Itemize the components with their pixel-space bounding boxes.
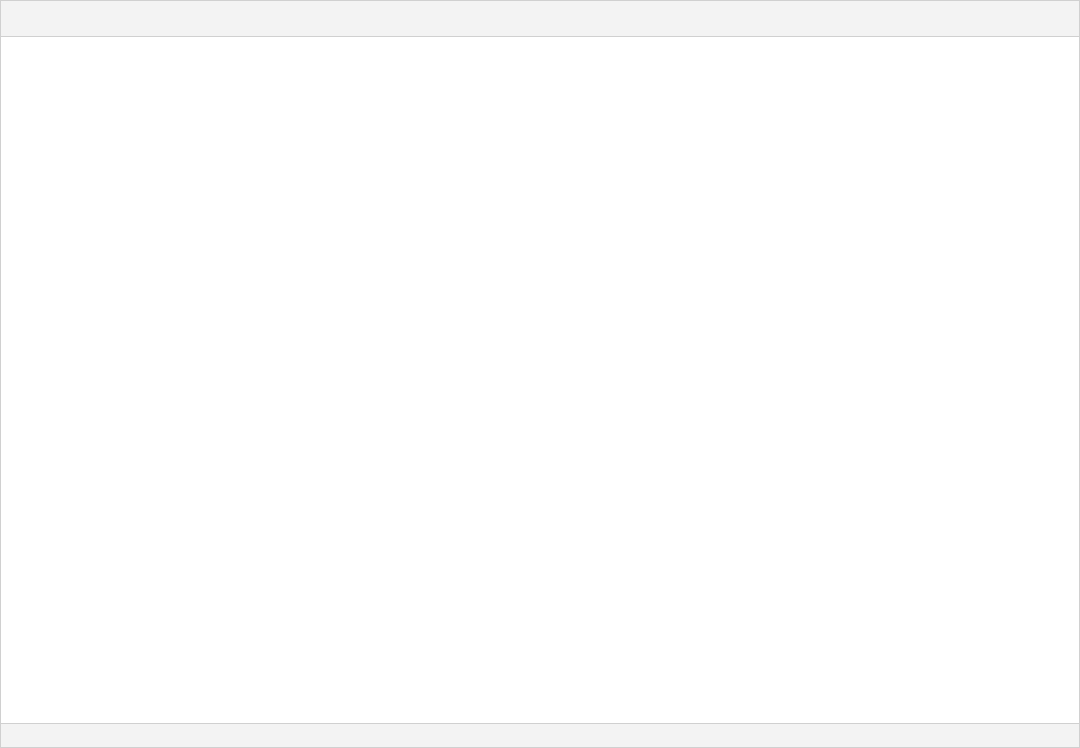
status-bar [1, 723, 1079, 747]
title-bar [1, 1, 1079, 37]
main-content [1, 37, 1079, 723]
